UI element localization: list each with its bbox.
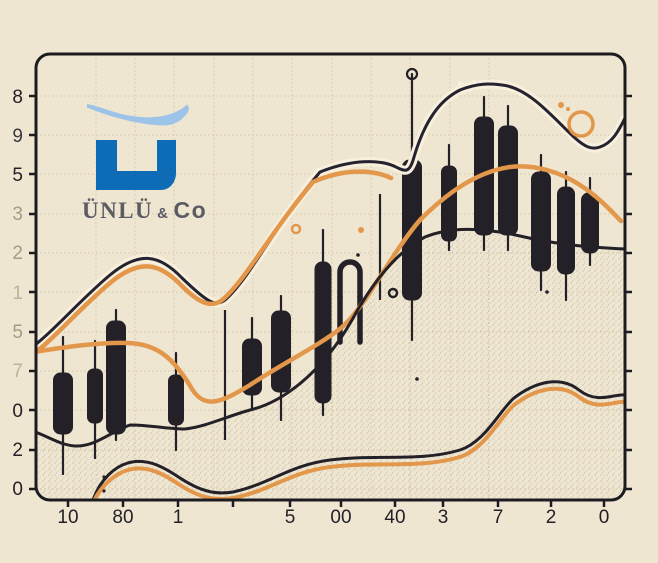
svg-text:9: 9 [12,126,23,147]
svg-text:7: 7 [493,507,504,528]
svg-text:5: 5 [12,322,23,343]
svg-text:0: 0 [599,507,610,528]
svg-text:1: 1 [173,507,184,528]
svg-text:2: 2 [546,507,557,528]
svg-text:3: 3 [12,204,23,225]
svg-text:80: 80 [112,507,133,528]
svg-text:0: 0 [12,401,23,422]
svg-text:5: 5 [285,507,296,528]
svg-text:40: 40 [384,507,405,528]
svg-text:5: 5 [12,165,23,186]
svg-text:ÜNLÜ&Co: ÜNLÜ & Co [82,197,207,223]
svg-text:7: 7 [12,361,23,382]
svg-text:00: 00 [330,507,351,528]
svg-text:1: 1 [12,283,23,304]
svg-text:8: 8 [12,87,23,108]
svg-text:10: 10 [57,507,78,528]
svg-text:3: 3 [438,507,449,528]
svg-text:2: 2 [12,243,23,264]
svg-text:0: 0 [12,479,23,500]
svg-text:2: 2 [12,440,23,461]
